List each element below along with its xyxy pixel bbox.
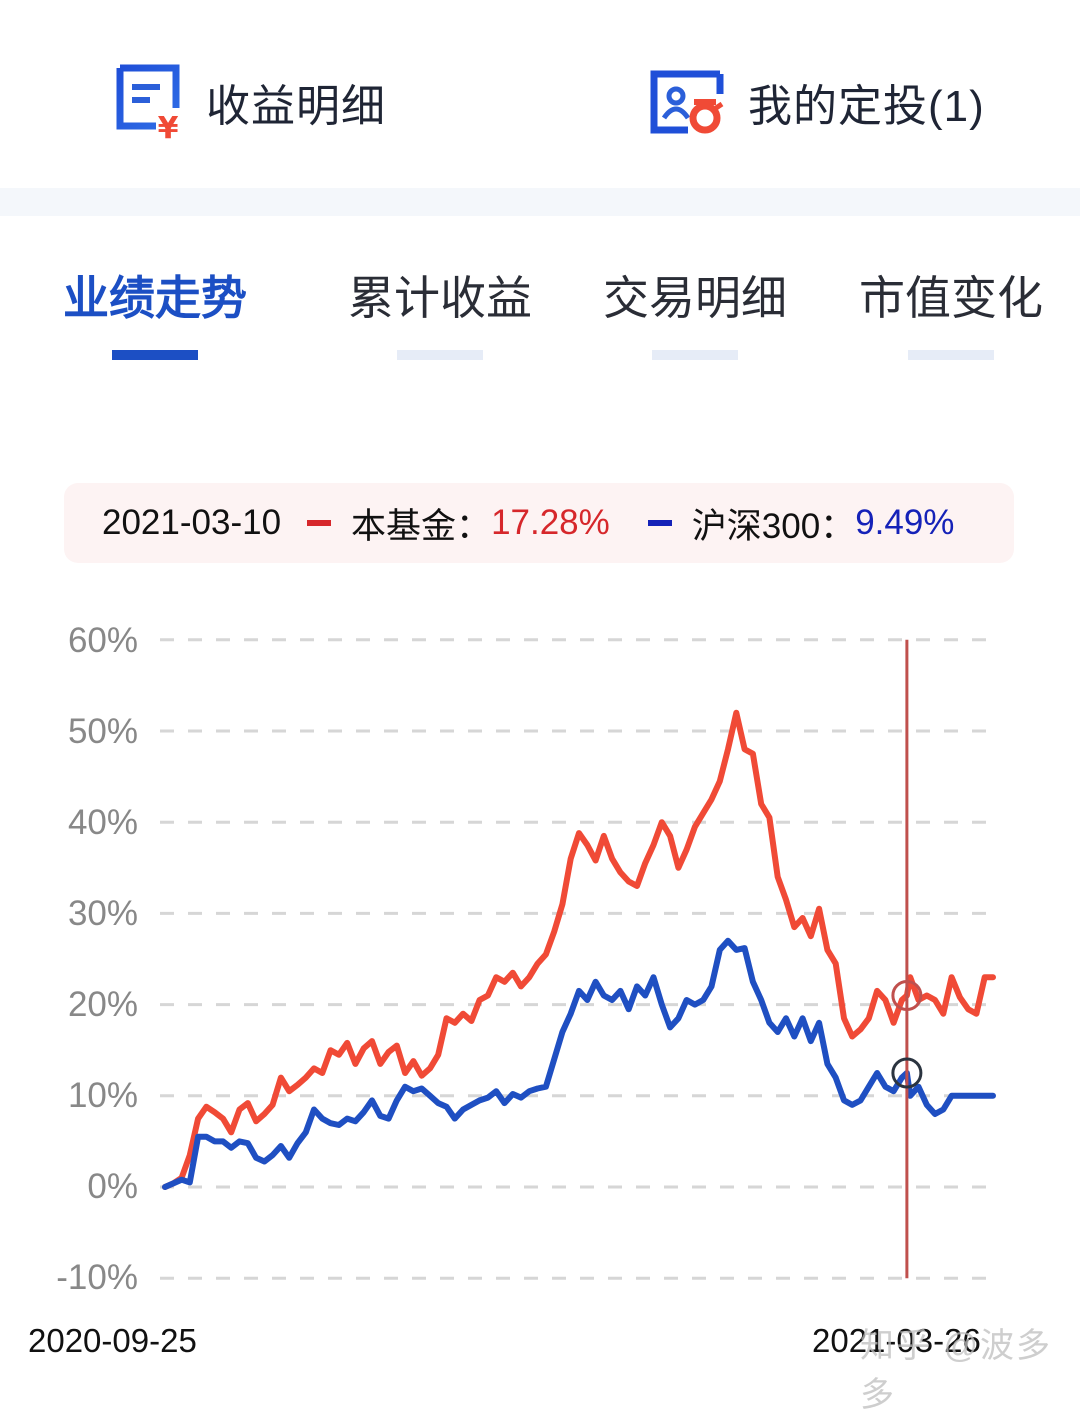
index-return-line (162, 937, 996, 1190)
tab-transaction-detail-indicator (652, 350, 738, 360)
tab-performance-indicator (112, 350, 198, 360)
top-actions: ¥ 收益明细 我的定投(1) (0, 0, 1080, 188)
index-legend-label: 沪深300： (691, 506, 856, 546)
y-tick: 0% (87, 1167, 138, 1206)
my-auto-invest-label: 我的定投(1) (748, 82, 985, 131)
auto-invest-icon (650, 70, 724, 134)
x-start-label: 2020-09-25 (28, 1322, 197, 1359)
watermark: 知乎 @波多多 (860, 1327, 1052, 1414)
grid-lines (160, 638, 995, 1280)
fund-legend-label: 本基金： (351, 506, 492, 546)
y-tick: 10% (67, 1076, 138, 1115)
tooltip-date: 2021-03-10 (102, 503, 282, 542)
index-crosshair-marker (891, 1057, 923, 1089)
fund-value: 17.28% (491, 503, 610, 542)
index-value: 9.49% (855, 503, 955, 542)
svg-text:¥: ¥ (158, 111, 179, 140)
income-detail-button[interactable]: ¥ 收益明细 (116, 62, 386, 142)
y-tick: 60% (67, 621, 138, 660)
income-detail-label: 收益明细 (206, 82, 386, 131)
tab-transaction-detail[interactable]: 交易明细 (603, 272, 787, 324)
tab-market-value-change[interactable]: 市值变化 (859, 272, 1043, 324)
tab-performance[interactable]: 业绩走势 (63, 272, 247, 324)
tab-market-value-change-indicator (908, 350, 994, 360)
section-divider (0, 188, 1080, 216)
y-tick: 20% (67, 985, 138, 1024)
y-tick: 50% (67, 712, 138, 751)
y-tick: 40% (67, 803, 138, 842)
y-tick: -10% (56, 1258, 138, 1297)
tab-bar: 业绩走势 累计收益 交易明细 市值变化 (0, 216, 1080, 376)
fund-return-line (162, 709, 996, 1190)
x-end-label: 2021-03-26 (812, 1322, 981, 1359)
fund-crosshair-marker (891, 979, 923, 1011)
income-detail-icon: ¥ (116, 64, 180, 140)
my-auto-invest-button[interactable]: 我的定投(1) (650, 62, 985, 142)
fund-legend-marker (307, 520, 332, 526)
tab-cumulative-return-indicator (397, 350, 483, 360)
chart-tooltip-legend: 2021-03-10 本基金： 17.28% 沪深300： 9.49% (64, 483, 1014, 563)
tab-cumulative-return[interactable]: 累计收益 (348, 272, 532, 324)
index-legend-marker (647, 520, 672, 526)
y-tick: 30% (67, 894, 138, 933)
